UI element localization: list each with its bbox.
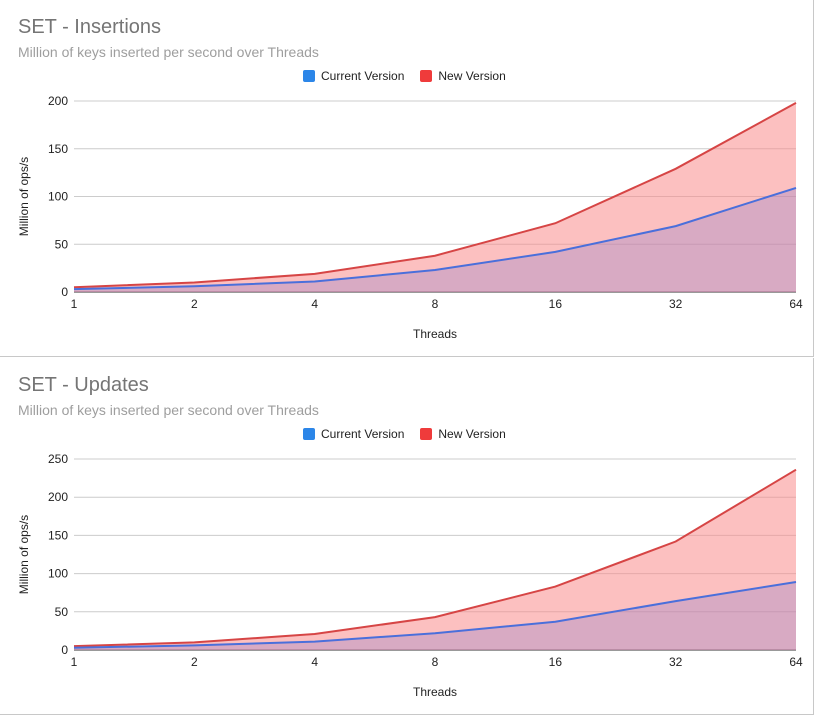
y-tick-label: 250 <box>48 452 68 466</box>
y-tick-label: 200 <box>48 490 68 504</box>
x-tick-label: 1 <box>71 655 78 669</box>
x-tick-label: 16 <box>549 297 563 311</box>
y-axis-title: Million of ops/s <box>17 157 31 236</box>
legend-item-new-version[interactable]: New Version <box>420 427 506 441</box>
x-tick-label: 8 <box>432 655 439 669</box>
y-tick-label: 150 <box>48 142 68 156</box>
legend-item-new-version[interactable]: New Version <box>420 69 506 83</box>
legend-label: Current Version <box>321 427 405 441</box>
legend-swatch-current <box>303 428 315 440</box>
legend-swatch-new <box>420 428 433 440</box>
x-axis-title: Threads <box>413 685 457 699</box>
legend-swatch-new <box>420 70 433 82</box>
x-tick-label: 2 <box>191 297 198 311</box>
legend-label: New Version <box>438 427 506 441</box>
y-tick-label: 50 <box>55 237 69 251</box>
x-tick-label: 32 <box>669 655 683 669</box>
legend-label: New Version <box>438 69 506 83</box>
y-tick-label: 100 <box>48 567 68 581</box>
insertions-chart-panel: SET - Insertions Million of keys inserte… <box>0 0 814 357</box>
x-tick-label: 64 <box>789 655 803 669</box>
updates-plot-area: 0 50 100 150 200 250 1 2 4 8 16 32 64 Threads Million … <box>17 452 803 699</box>
chart-legend[interactable]: Current Version New Version <box>303 69 506 83</box>
y-tick-label: 50 <box>55 605 69 619</box>
area-current-version <box>74 187 796 292</box>
y-tick-label: 200 <box>48 94 68 108</box>
chart-legend[interactable]: Current Version New Version <box>303 427 506 441</box>
x-tick-label: 2 <box>191 655 198 669</box>
x-tick-label: 32 <box>669 297 683 311</box>
legend-item-current-version[interactable]: Current Version <box>303 69 404 83</box>
x-tick-label: 8 <box>432 297 439 311</box>
legend-swatch-current <box>303 70 315 82</box>
y-tick-label: 0 <box>61 643 68 657</box>
x-tick-label: 64 <box>789 297 803 311</box>
chart-title: SET - Updates <box>18 374 149 396</box>
chart-title: SET - Insertions <box>18 16 162 38</box>
y-tick-label: 150 <box>48 528 68 542</box>
y-axis-title: Million of ops/s <box>17 515 31 594</box>
area-current-version <box>74 582 796 650</box>
y-tick-label: 100 <box>48 190 68 204</box>
x-tick-label: 4 <box>311 655 318 669</box>
y-tick-label: 0 <box>61 285 68 299</box>
legend-item-current-version[interactable]: Current Version <box>303 427 404 441</box>
x-tick-label: 1 <box>71 297 78 311</box>
updates-chart-panel: SET - Updates Million of keys inserted p… <box>0 358 814 715</box>
x-tick-label: 4 <box>311 297 318 311</box>
area-new-version <box>74 102 796 292</box>
x-tick-label: 16 <box>549 655 563 669</box>
legend-label: Current Version <box>321 69 405 83</box>
chart-subtitle: Million of keys inserted per second over… <box>18 402 319 418</box>
area-new-version <box>74 469 796 650</box>
x-axis-title: Threads <box>413 327 457 341</box>
insertions-plot-area: 0 50 100 150 200 1 2 4 8 16 32 64 Threads Million of … <box>17 94 803 341</box>
chart-subtitle: Million of keys inserted per second over… <box>18 44 319 60</box>
